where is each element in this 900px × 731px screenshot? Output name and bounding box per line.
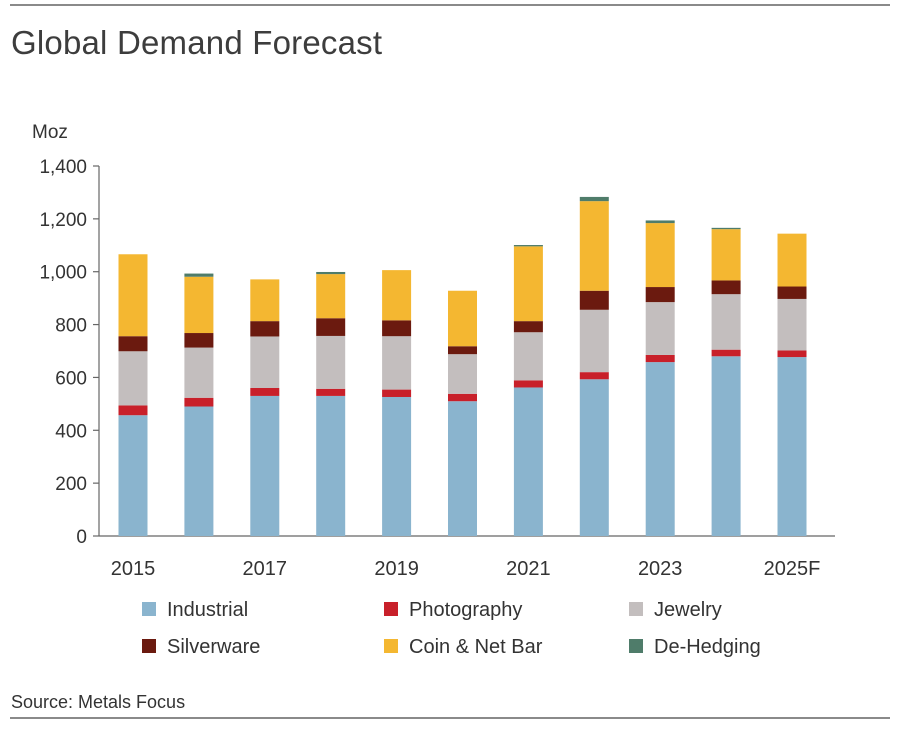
bar-segment-jewelry [579,309,609,373]
bar-segment-de-hedging [579,196,609,202]
bar-segment-silverware [316,318,346,336]
bar-segment-photography [579,372,609,380]
bar-segment-industrial [579,379,609,536]
bar-segment-coin-net-bar [382,270,412,321]
bar-segment-photography [118,405,148,416]
bar-segment-coin-net-bar [645,223,675,288]
x-tick-label: 2023 [638,558,683,580]
bar-segment-photography [448,393,477,402]
bottom-rule [10,717,890,719]
bar-segment-coin-net-bar [579,201,609,291]
bar-segment-photography [184,397,214,407]
bar-segment-industrial [184,406,214,536]
bar-segment-jewelry [316,335,346,389]
legend-swatch [142,602,156,616]
legend-label: Industrial [167,599,248,621]
bar-segment-industrial [250,395,280,536]
x-tick-label: 2015 [111,558,156,580]
bar-segment-photography [711,349,741,357]
legend-swatch [384,639,398,653]
legend-swatch [142,639,156,653]
bar-segment-silverware [579,290,609,310]
bar-segment-de-hedging [513,245,543,247]
legend-swatch [384,602,398,616]
bar-segment-jewelry [777,298,807,351]
bar-segment-photography [777,350,807,358]
bar-segment-photography [250,388,280,396]
y-tick-label: 400 [55,421,87,442]
x-tick-label: 2021 [506,558,551,580]
bar-segment-industrial [448,401,477,536]
y-tick-label: 600 [55,368,87,389]
bar-segment-silverware [711,280,741,295]
bar-segment-silverware [645,287,675,303]
bar-segment-jewelry [645,302,675,355]
y-tick-label: 800 [55,316,87,337]
bar-segment-coin-net-bar [711,229,741,281]
bar-segment-coin-net-bar [777,233,807,287]
bar-segment-jewelry [448,354,477,394]
legend-label: Silverware [167,636,260,658]
bar-segment-de-hedging [184,273,214,277]
bar-segment-photography [316,388,346,396]
bar-segment-silverware [777,286,807,299]
source-note: Source: Metals Focus [11,692,186,712]
bar-segment-de-hedging [316,271,346,275]
bar-segment-silverware [448,346,477,355]
legend-label: De-Hedging [654,636,761,658]
bar-segment-coin-net-bar [448,290,477,347]
bar-segment-photography [645,354,675,363]
bar-segment-industrial [645,362,675,536]
x-tick-label: 2019 [374,558,419,580]
x-tick-label: 2017 [243,558,288,580]
chart-title: Global Demand Forecast [11,24,383,61]
y-tick-label: 1,000 [39,263,87,284]
bar-segment-silverware [184,333,214,348]
y-tick-label: 0 [76,527,87,548]
bar-segment-jewelry [118,351,148,406]
y-axis-label: Moz [32,122,68,143]
bar-segment-jewelry [711,294,741,350]
bar-segment-industrial [777,357,807,536]
y-tick-label: 1,400 [39,157,87,178]
legend-swatch [629,602,643,616]
bar-segment-industrial [711,356,741,536]
legend-label: Jewelry [654,599,722,621]
bar-segment-silverware [382,320,412,337]
bar-segment-industrial [118,415,148,536]
top-rule [10,4,890,6]
bar-segment-jewelry [184,347,214,398]
x-tick-label: 2025F [764,558,821,580]
y-tick-label: 1,200 [39,210,87,231]
bar-segment-industrial [316,395,346,536]
bar-segment-de-hedging [645,220,675,224]
bar-segment-coin-net-bar [118,254,148,337]
bar-segment-photography [513,380,543,388]
bar-segment-coin-net-bar [316,274,346,319]
bar-segment-jewelry [513,332,543,381]
y-tick-label: 200 [55,474,87,495]
bar-segment-silverware [513,321,543,333]
bar-segment-silverware [250,321,280,337]
legend-swatch [629,639,643,653]
legend-label: Coin & Net Bar [409,636,543,658]
bar-segment-industrial [513,387,543,536]
bar-segment-coin-net-bar [513,246,543,322]
bar-segment-jewelry [382,336,412,390]
legend-label: Photography [409,599,522,621]
bar-segment-de-hedging [711,227,741,230]
bar-segment-photography [382,389,412,397]
bar-segment-coin-net-bar [184,276,214,334]
bar-segment-jewelry [250,336,280,388]
bar-segment-coin-net-bar [250,279,280,322]
bar-segment-industrial [382,396,412,536]
bar-segment-silverware [118,336,148,352]
